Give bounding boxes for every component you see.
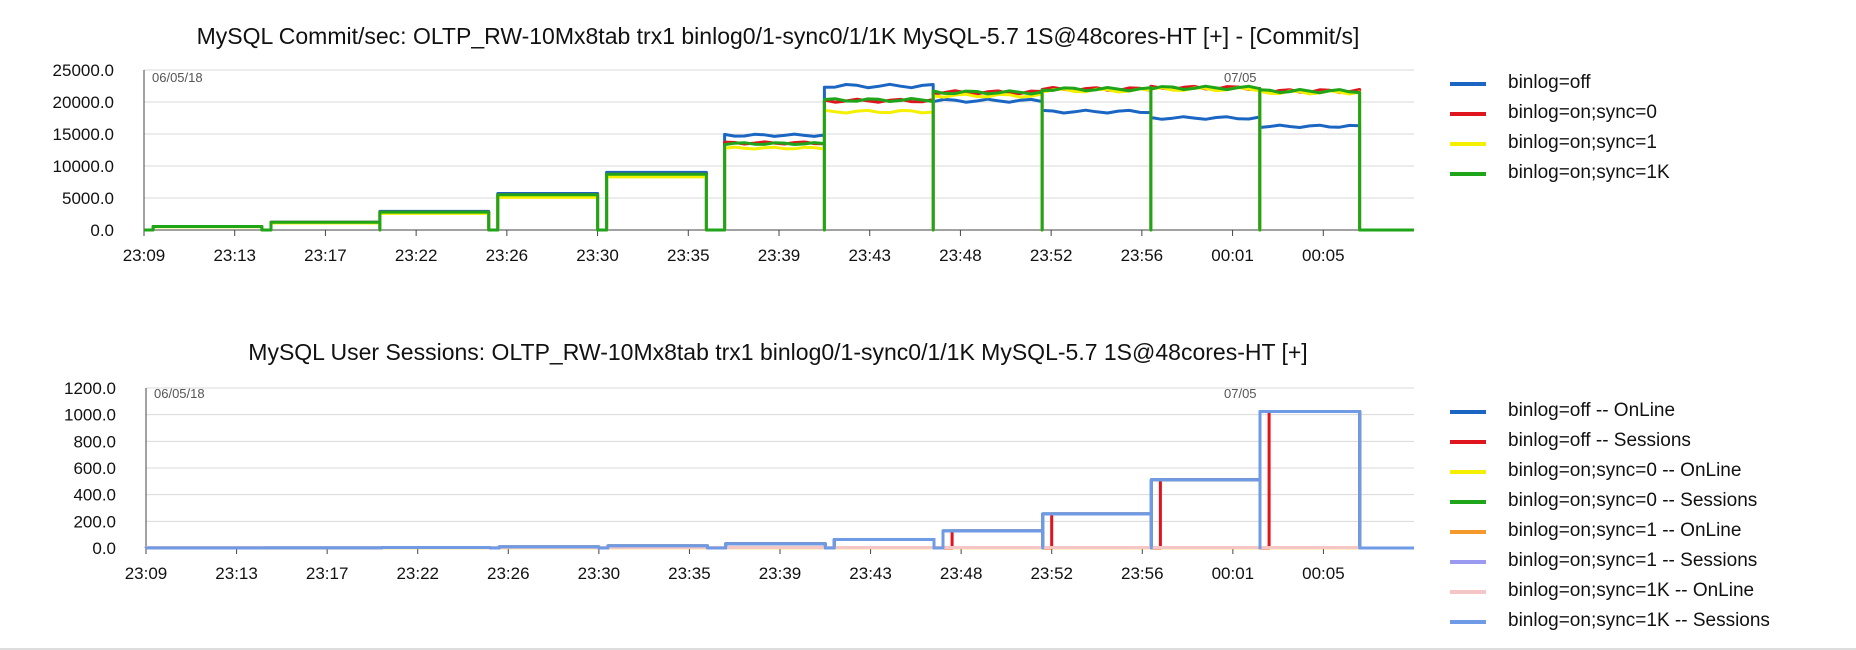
commit-legend: binlog=off binlog=on;sync=0 binlog=on;sy… xyxy=(1450,72,1810,202)
y-tick-label: 800.0 xyxy=(73,432,116,451)
x-tick-label: 23:13 xyxy=(215,564,258,583)
x-tick-label: 23:22 xyxy=(395,246,438,265)
x-tick-label: 00:05 xyxy=(1302,246,1345,265)
y-tick-label: 600.0 xyxy=(73,459,116,478)
y-tick-label: 25000.0 xyxy=(53,61,114,80)
legend-label: binlog=on;sync=0 -- Sessions xyxy=(1508,490,1758,511)
x-tick-label: 23:22 xyxy=(396,564,439,583)
y-tick-label: 20000.0 xyxy=(53,93,114,112)
date-label-right: 07/05 xyxy=(1224,70,1257,85)
y-tick-label: 15000.0 xyxy=(53,125,114,144)
legend-swatch xyxy=(1450,82,1486,86)
legend-swatch xyxy=(1450,590,1486,594)
legend-swatch xyxy=(1450,172,1486,176)
x-tick-label: 23:30 xyxy=(576,246,619,265)
commit-chart: MySQL Commit/sec: OLTP_RW-10Mx8tab trx1 … xyxy=(53,23,1414,265)
legend-swatch xyxy=(1450,142,1486,146)
commit-chart-panel: MySQL Commit/sec: OLTP_RW-10Mx8tab trx1 … xyxy=(0,0,1856,270)
y-tick-label: 10000.0 xyxy=(53,157,114,176)
sessions-legend: binlog=off -- OnLine binlog=off -- Sessi… xyxy=(1450,400,1850,640)
y-tick-label: 5000.0 xyxy=(62,189,114,208)
chart-title: MySQL User Sessions: OLTP_RW-10Mx8tab tr… xyxy=(248,339,1307,365)
x-tick-label: 23:17 xyxy=(304,246,347,265)
legend-label: binlog=on;sync=1 -- OnLine xyxy=(1508,520,1742,541)
x-tick-label: 23:48 xyxy=(940,564,983,583)
legend-swatch xyxy=(1450,410,1486,414)
x-tick-label: 23:17 xyxy=(306,564,349,583)
series-line-binlog-on-sync-1k-sessions xyxy=(144,410,1414,550)
legend-label: binlog=on;sync=1 xyxy=(1508,132,1657,153)
x-tick-label: 00:05 xyxy=(1302,564,1345,583)
x-tick-label: 23:52 xyxy=(1030,564,1073,583)
x-tick-label: 23:30 xyxy=(578,564,621,583)
series-line-binlog-on-sync-0 xyxy=(144,84,1414,232)
legend-swatch xyxy=(1450,530,1486,534)
y-tick-label: 0.0 xyxy=(90,221,114,240)
x-tick-label: 00:01 xyxy=(1211,246,1254,265)
y-tick-label: 1000.0 xyxy=(64,406,116,425)
x-tick-label: 23:43 xyxy=(848,246,891,265)
legend-label: binlog=on;sync=0 -- OnLine xyxy=(1508,460,1742,481)
x-tick-label: 23:35 xyxy=(668,564,711,583)
y-tick-label: 1200.0 xyxy=(64,379,116,398)
series-line-binlog-on-sync-1k xyxy=(144,84,1414,232)
legend-label: binlog=on;sync=1K -- Sessions xyxy=(1508,610,1770,631)
legend-label: binlog=on;sync=1 -- Sessions xyxy=(1508,550,1758,571)
legend-swatch xyxy=(1450,440,1486,444)
date-label-left: 06/05/18 xyxy=(152,70,203,85)
legend-swatch xyxy=(1450,470,1486,474)
legend-label: binlog=on;sync=0 xyxy=(1508,102,1657,123)
x-tick-label: 23:39 xyxy=(759,564,802,583)
series-line-binlog-off xyxy=(144,82,1414,232)
sessions-chart-panel: MySQL User Sessions: OLTP_RW-10Mx8tab tr… xyxy=(0,330,1856,648)
legend-label: binlog=on;sync=1K xyxy=(1508,162,1670,183)
legend-label: binlog=on;sync=1K -- OnLine xyxy=(1508,580,1755,601)
y-tick-label: 0.0 xyxy=(92,539,116,558)
y-tick-label: 400.0 xyxy=(73,486,116,505)
x-tick-label: 23:52 xyxy=(1030,246,1073,265)
legend-swatch xyxy=(1450,112,1486,116)
x-tick-label: 23:56 xyxy=(1121,246,1164,265)
x-tick-label: 23:43 xyxy=(849,564,892,583)
x-tick-label: 23:09 xyxy=(123,246,166,265)
chart-title: MySQL Commit/sec: OLTP_RW-10Mx8tab trx1 … xyxy=(197,23,1360,49)
y-tick-label: 200.0 xyxy=(73,512,116,531)
x-tick-label: 23:35 xyxy=(667,246,710,265)
bottom-divider xyxy=(0,648,1856,650)
date-label-left: 06/05/18 xyxy=(154,386,205,401)
legend-label: binlog=off xyxy=(1508,72,1591,93)
legend-label: binlog=off -- Sessions xyxy=(1508,430,1691,451)
x-tick-label: 23:39 xyxy=(758,246,801,265)
x-tick-label: 00:01 xyxy=(1212,564,1255,583)
legend-label: binlog=off -- OnLine xyxy=(1508,400,1676,421)
x-tick-label: 23:26 xyxy=(487,564,530,583)
x-tick-label: 23:26 xyxy=(486,246,529,265)
x-tick-label: 23:48 xyxy=(939,246,982,265)
x-tick-label: 23:09 xyxy=(125,564,168,583)
legend-swatch xyxy=(1450,500,1486,504)
x-tick-label: 23:56 xyxy=(1121,564,1164,583)
sessions-chart: MySQL User Sessions: OLTP_RW-10Mx8tab tr… xyxy=(64,339,1414,583)
x-tick-label: 23:13 xyxy=(213,246,256,265)
legend-swatch xyxy=(1450,560,1486,564)
legend-swatch xyxy=(1450,620,1486,624)
series-line-binlog-on-sync-1 xyxy=(144,86,1414,232)
date-label-right: 07/05 xyxy=(1224,386,1257,401)
